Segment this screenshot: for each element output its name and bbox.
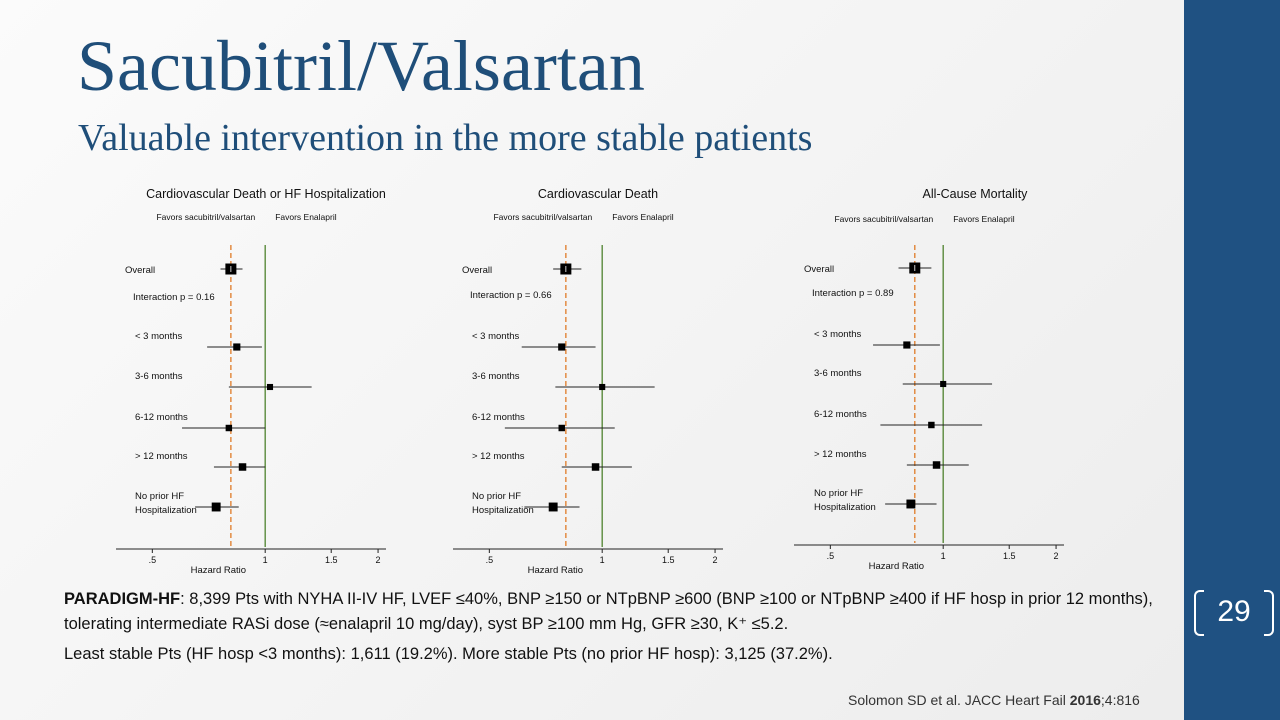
favors-left-label: Favors sacubitril/valsartan (834, 214, 933, 224)
chart-title: All-Cause Mortality (923, 187, 1029, 201)
hazard-ratio-marker (928, 421, 935, 429)
row-label: 6-12 months (472, 412, 525, 423)
row-label: Overall (125, 265, 155, 276)
x-tick-label: 1 (263, 555, 268, 565)
interaction-p-value: Interaction p = 0.16 (133, 292, 215, 303)
study-criteria: PARADIGM-HF: 8,399 Pts with NYHA II-IV H… (64, 587, 1164, 637)
citation: Solomon SD et al. JACC Heart Fail 2016;4… (848, 692, 1140, 708)
hazard-ratio-marker (903, 341, 911, 349)
x-axis-label: Hazard Ratio (528, 565, 583, 576)
x-tick-label: 1 (941, 551, 946, 561)
x-axis-label: Hazard Ratio (191, 565, 246, 576)
x-tick-label: 2 (713, 555, 718, 565)
favors-left-label: Favors sacubitril/valsartan (156, 212, 255, 222)
study-description: PARADIGM-HF: 8,399 Pts with NYHA II-IV H… (64, 587, 1164, 672)
x-tick-label: .5 (149, 555, 157, 565)
hazard-ratio-marker (906, 499, 916, 509)
slide-title: Sacubitril/Valsartan (77, 26, 645, 106)
hazard-ratio-marker (238, 463, 247, 471)
row-label: No prior HF (814, 488, 863, 499)
hazard-ratio-marker (548, 502, 558, 512)
citation-text: Solomon SD et al. JACC Heart Fail (848, 692, 1070, 708)
x-tick-label: .5 (486, 555, 494, 565)
row-label: Overall (462, 265, 492, 276)
row-label: 3-6 months (472, 371, 520, 382)
hazard-ratio-marker (940, 380, 947, 388)
favors-right-label: Favors Enalapril (953, 214, 1015, 224)
hazard-ratio-marker (266, 383, 274, 391)
stability-stats: Least stable Pts (HF hosp <3 months): 1,… (64, 645, 833, 663)
row-label: < 3 months (472, 331, 520, 342)
favors-left-label: Favors sacubitril/valsartan (493, 212, 592, 222)
x-tick-label: .5 (827, 551, 835, 561)
forest-plots: Cardiovascular Death or HF Hospitalizati… (116, 187, 1064, 576)
row-label-line2: Hospitalization (135, 505, 197, 516)
page-number: 29 (1194, 588, 1274, 636)
row-label: 6-12 months (135, 412, 188, 423)
x-tick-label: 1.5 (662, 555, 675, 565)
x-tick-label: 1.5 (325, 555, 338, 565)
row-label: No prior HF (472, 491, 521, 502)
row-label: 3-6 months (135, 371, 183, 382)
slide-subtitle: Valuable intervention in the more stable… (78, 117, 813, 159)
hazard-ratio-marker (558, 343, 566, 351)
row-label: Overall (804, 264, 834, 275)
x-tick-label: 1 (600, 555, 605, 565)
hazard-ratio-marker (932, 461, 941, 469)
citation-year: 2016 (1069, 692, 1101, 708)
interaction-p-value: Interaction p = 0.89 (812, 288, 894, 299)
row-label: > 12 months (472, 451, 525, 462)
x-tick-label: 2 (376, 555, 381, 565)
chart-title: Cardiovascular Death (538, 187, 658, 201)
row-label: > 12 months (814, 449, 867, 460)
favors-right-label: Favors Enalapril (275, 212, 337, 222)
citation-volume: ;4:816 (1100, 692, 1140, 708)
row-label: < 3 months (814, 329, 862, 340)
forest-plot-2: Cardiovascular Death Favors sacubitril/va… (453, 187, 723, 576)
hazard-ratio-marker (211, 502, 221, 512)
favors-right-label: Favors Enalapril (612, 212, 674, 222)
study-criteria-text: : 8,399 Pts with NYHA II-IV HF, LVEF ≤40… (64, 590, 1153, 633)
study-name: PARADIGM-HF (64, 590, 181, 608)
row-label: No prior HF (135, 491, 184, 502)
row-label-line2: Hospitalization (814, 502, 876, 513)
row-label: 6-12 months (814, 409, 867, 420)
forest-plot-1: Cardiovascular Death or HF Hospitalizati… (116, 187, 386, 576)
hazard-ratio-marker (558, 424, 565, 432)
x-axis-label: Hazard Ratio (869, 561, 924, 572)
row-label: 3-6 months (814, 368, 862, 379)
page-number-box (1184, 576, 1280, 648)
hazard-ratio-marker (233, 343, 241, 351)
chart-title: Cardiovascular Death or HF Hospitalizati… (146, 187, 386, 201)
row-label: < 3 months (135, 331, 183, 342)
x-tick-label: 2 (1054, 551, 1059, 561)
hazard-ratio-marker (599, 383, 606, 391)
forest-plot-3: All-Cause Mortality Favors sacubitril/val… (794, 187, 1064, 572)
hazard-ratio-marker (591, 463, 600, 471)
hazard-ratio-marker (225, 424, 233, 432)
row-label: > 12 months (135, 451, 188, 462)
interaction-p-value: Interaction p = 0.66 (470, 290, 552, 301)
x-tick-label: 1.5 (1003, 551, 1016, 561)
row-label-line2: Hospitalization (472, 505, 534, 516)
